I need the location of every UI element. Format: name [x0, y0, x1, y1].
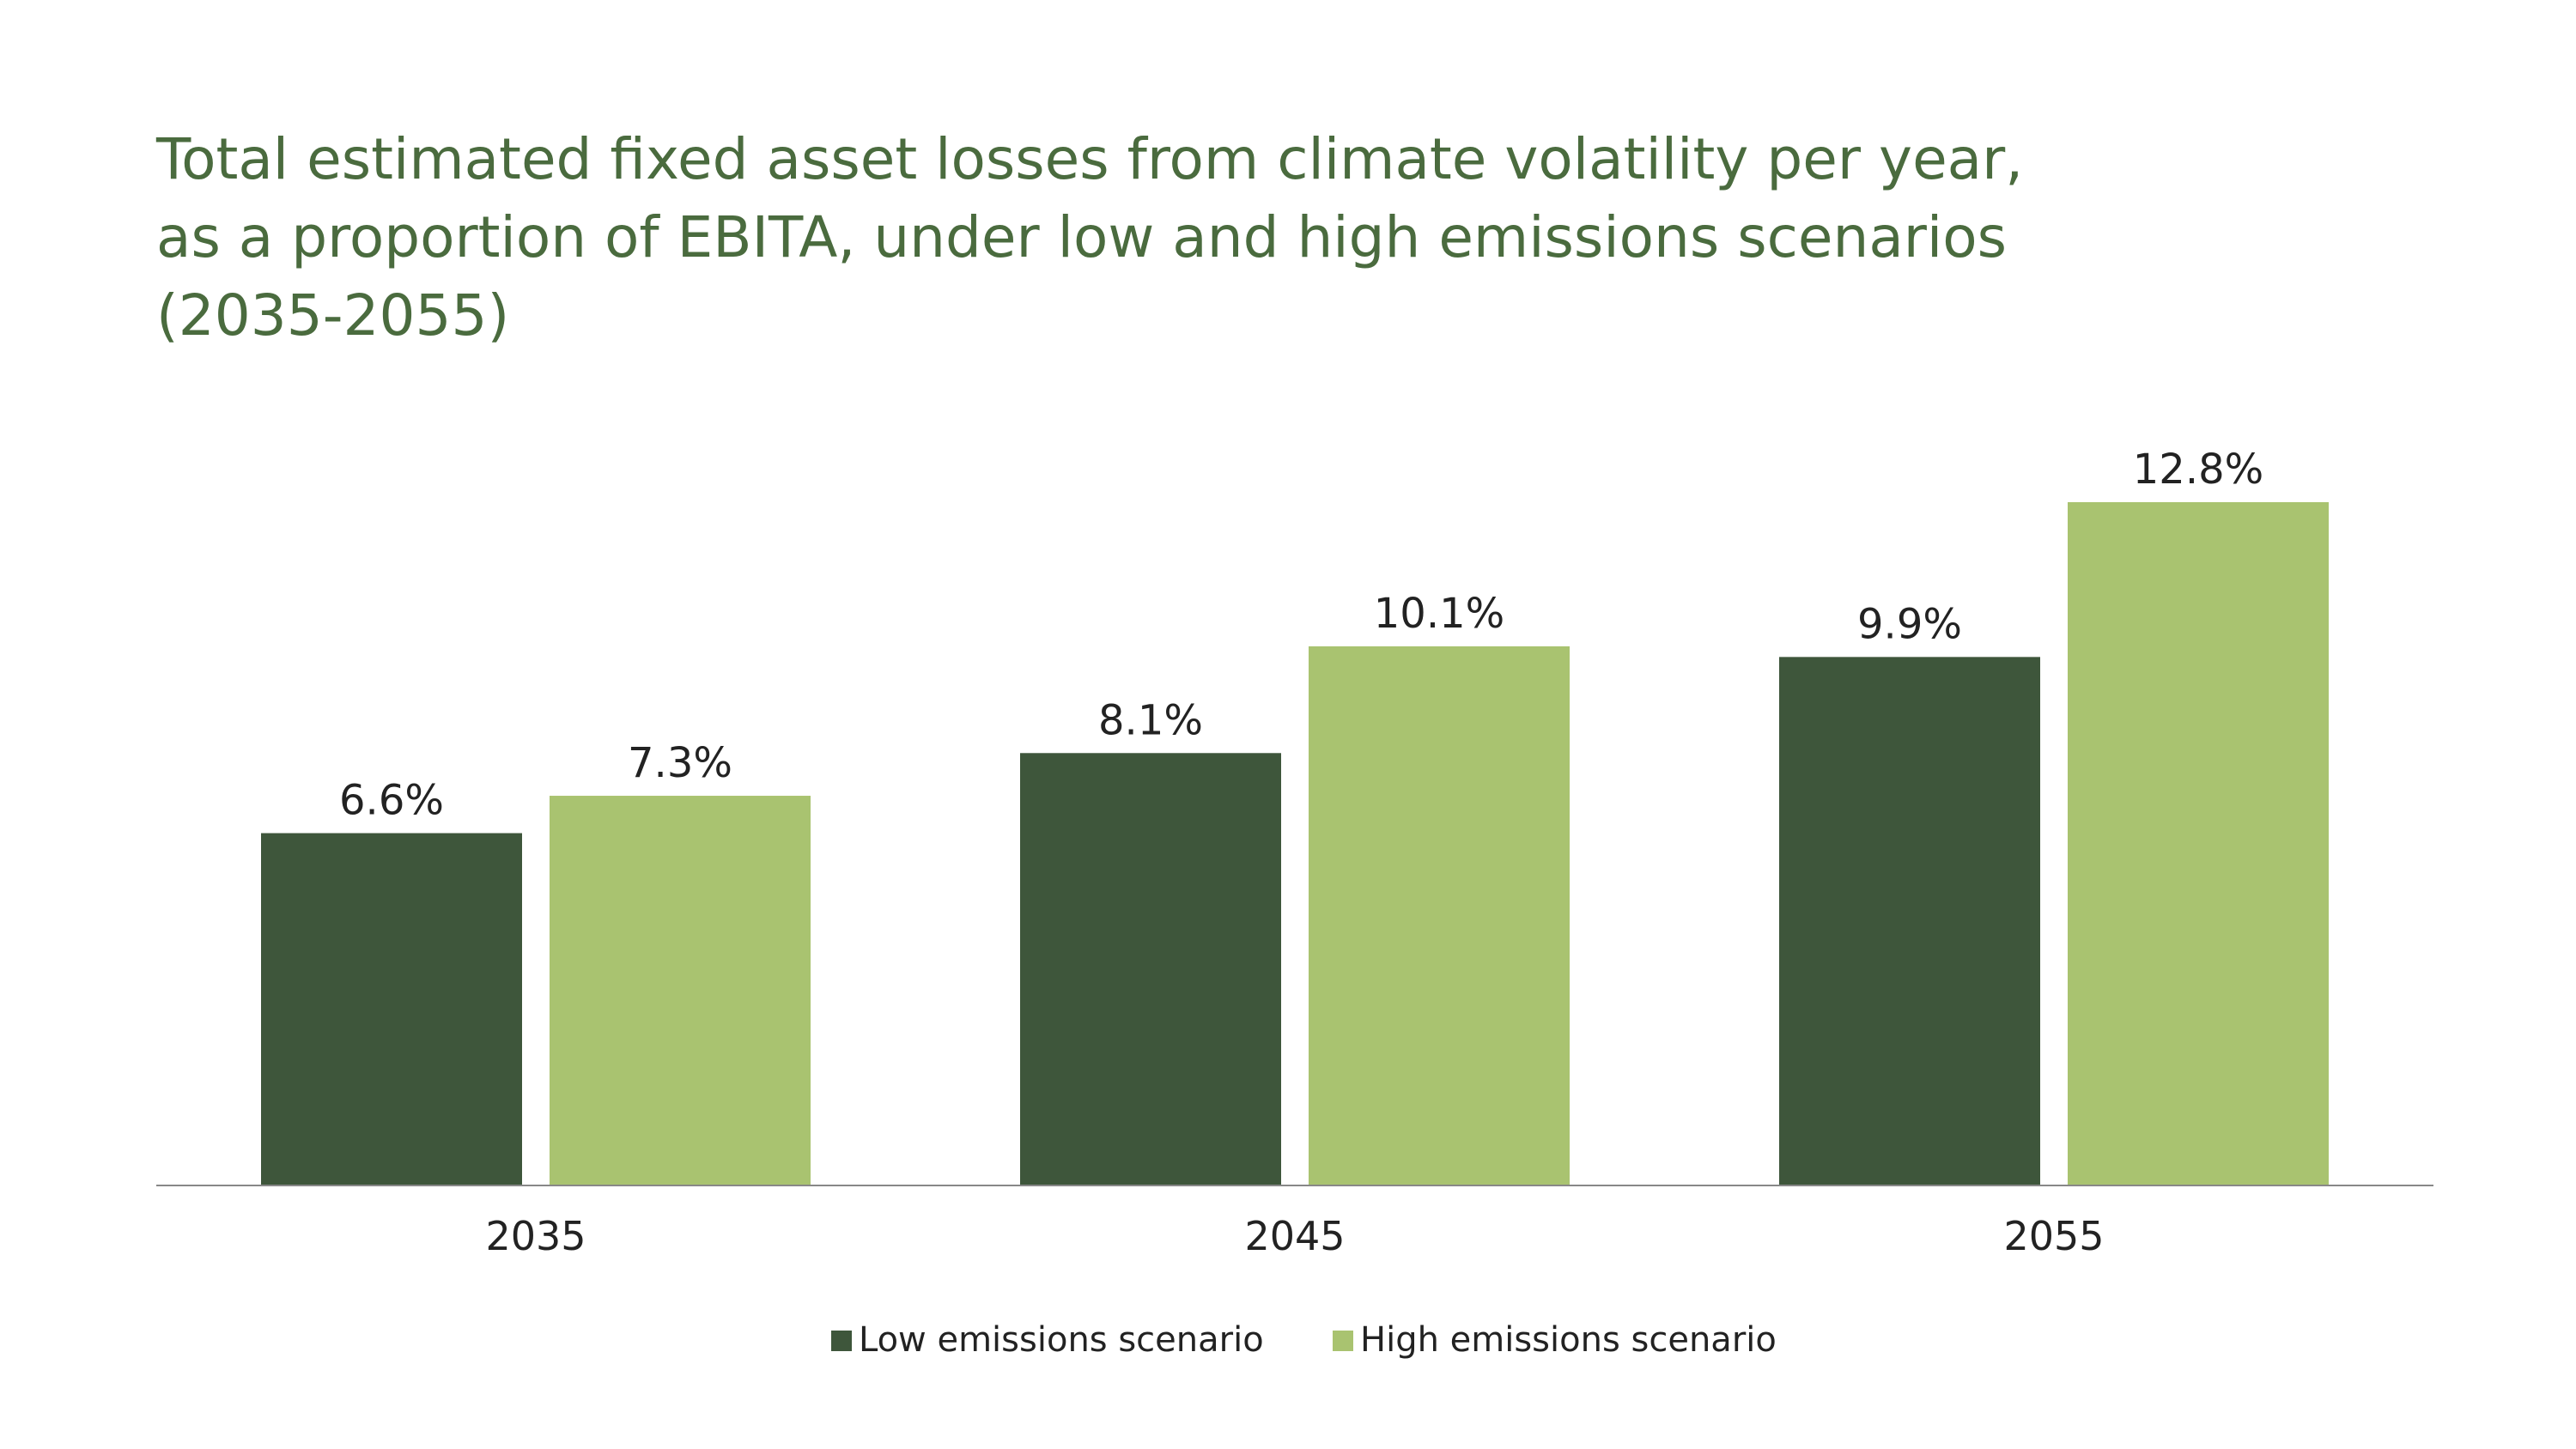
x-tick-labels-layer: 2035 2045 2055 — [485, 1213, 2104, 1259]
data-label-high-2035: 7.3% — [628, 739, 732, 787]
data-label-low-2055: 9.9% — [1857, 600, 1962, 648]
chart-title: Total estimated fixed asset losses from … — [156, 120, 2303, 355]
legend-label-low: Low emissions scenario — [859, 1320, 1264, 1360]
bar-low-2045 — [1020, 753, 1281, 1185]
bar-high-2055 — [2068, 502, 2329, 1185]
chart-title-line-1: Total estimated fixed asset losses from … — [156, 126, 2024, 192]
legend-swatch-low — [831, 1331, 852, 1351]
x-tick-label-2045: 2045 — [1244, 1213, 1345, 1259]
legend: Low emissions scenario High emissions sce… — [831, 1320, 1777, 1360]
bar-high-2045 — [1309, 646, 1570, 1185]
bar-low-2035 — [261, 833, 522, 1185]
data-label-low-2035: 6.6% — [339, 777, 444, 825]
legend-label-high: High emissions scenario — [1360, 1320, 1777, 1360]
bar-high-2035 — [550, 796, 811, 1185]
chart-title-line-3: (2035-2055) — [156, 282, 510, 349]
data-label-high-2055: 12.8% — [2133, 446, 2263, 494]
data-label-high-2045: 10.1% — [1374, 590, 1504, 638]
x-tick-label-2055: 2055 — [2003, 1213, 2104, 1259]
bars-layer — [261, 502, 2329, 1185]
data-labels-layer: 6.6% 7.3% 8.1% 10.1% 9.9% 12.8% — [339, 446, 2263, 825]
x-tick-label-2035: 2035 — [485, 1213, 586, 1259]
chart-title-line-2: as a proportion of EBITA, under low and … — [156, 204, 2008, 270]
bar-low-2055 — [1779, 657, 2040, 1185]
legend-swatch-high — [1333, 1331, 1353, 1351]
data-label-low-2045: 8.1% — [1098, 696, 1203, 744]
